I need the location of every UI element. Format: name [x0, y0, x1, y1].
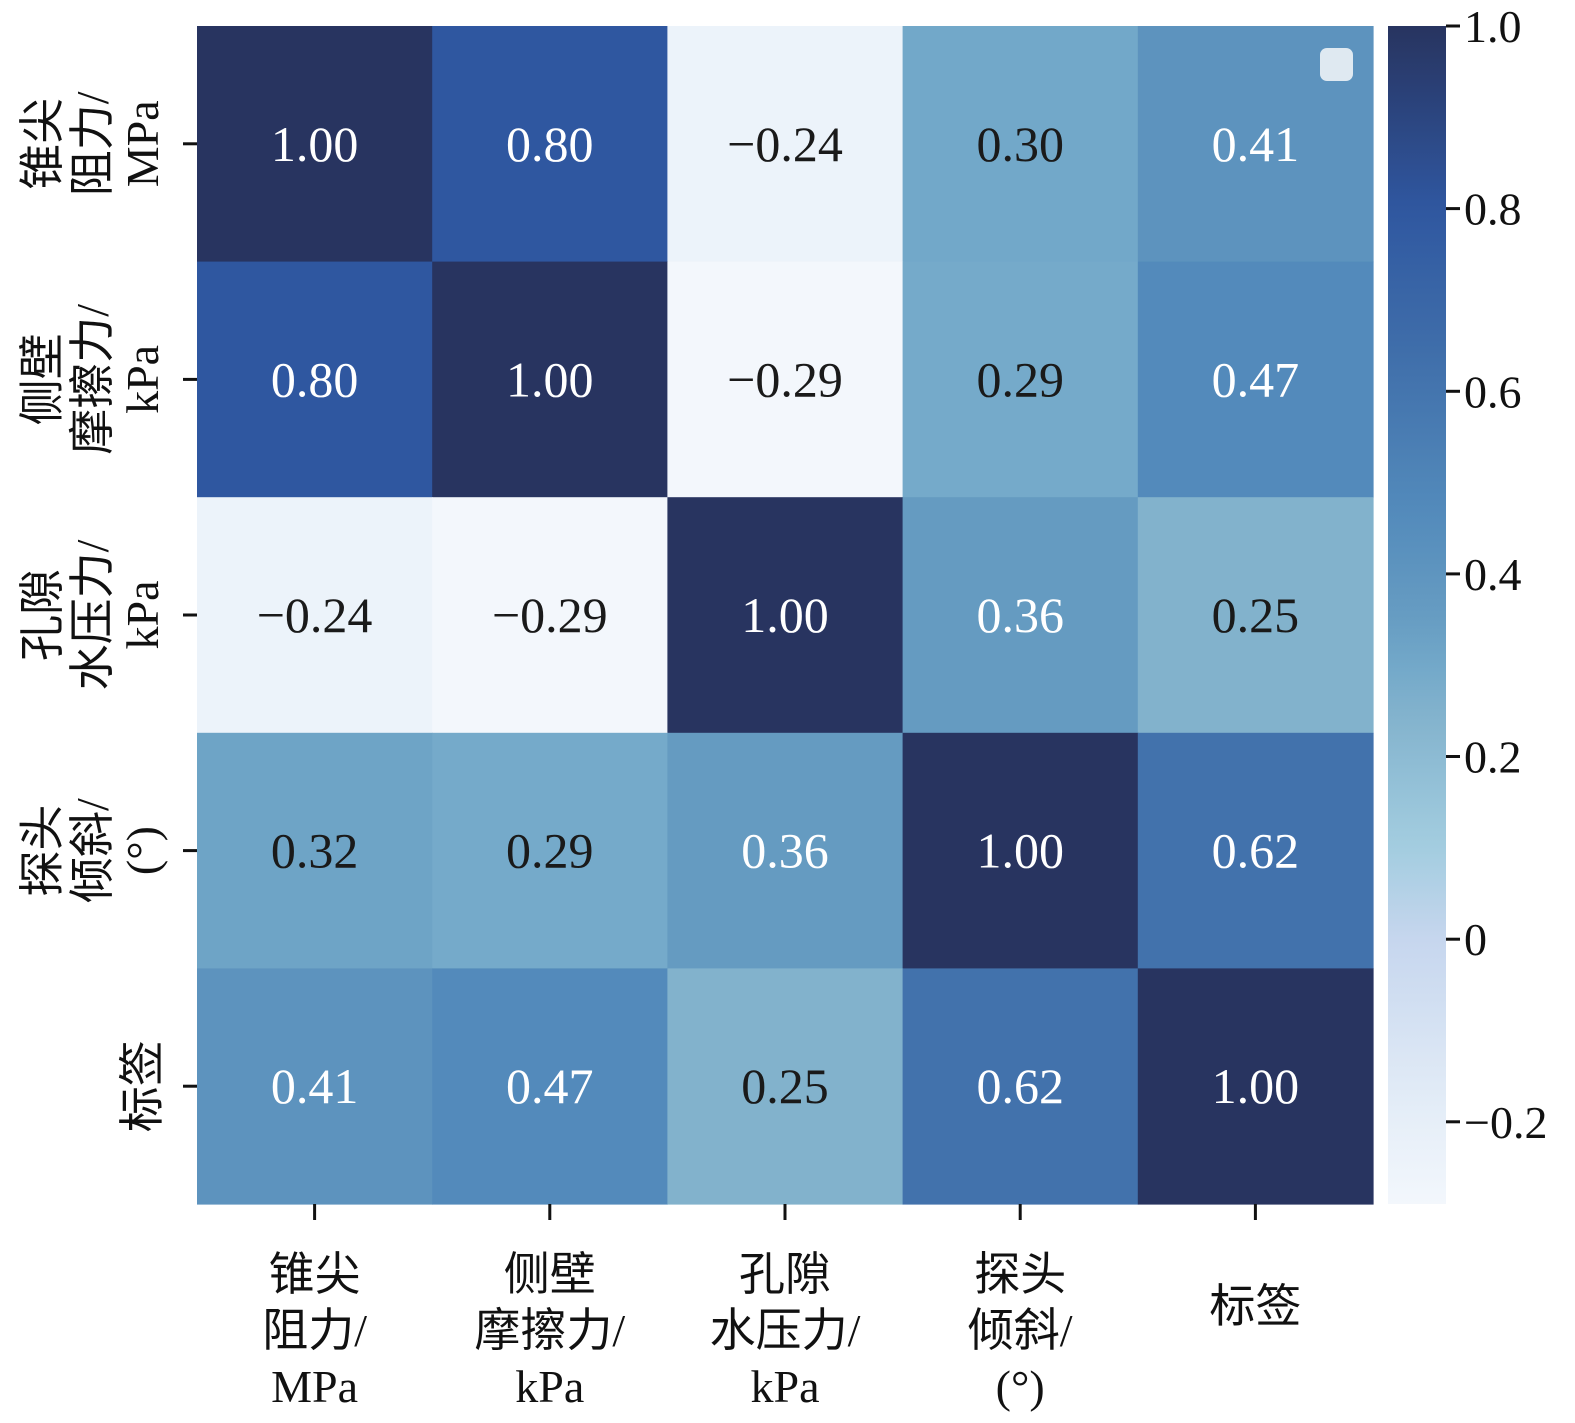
heatmap-cell-r2-c2 [667, 497, 904, 734]
heatmap-cell-r4-c3 [902, 968, 1139, 1205]
cell-value-label: 0.41 [271, 1058, 359, 1114]
heatmap-cells [197, 26, 1374, 1205]
heatmap-annotations: 1.00 0.80 −0.24 0.30 0.41 0.80 1.00 −0.29 0.29 0.… [257, 116, 1299, 1114]
heatmap-cell-r0-c2 [667, 26, 904, 263]
colorbar-tick-label: 0.8 [1464, 184, 1522, 235]
cell-value-label: 0.25 [1212, 587, 1300, 643]
x-tick-label: 摩擦力/ [474, 1305, 625, 1356]
x-tick-label: 倾斜/ [968, 1305, 1073, 1356]
colorbar-tick-label: 0.2 [1464, 732, 1522, 783]
y-tick-label-line: 探头 [17, 805, 68, 897]
heatmap-cell-r4-c0 [197, 968, 433, 1205]
cell-value-label: −0.24 [257, 587, 373, 643]
x-tick-label: 水压力/ [710, 1305, 861, 1356]
x-tick-label: 侧壁 [504, 1249, 596, 1300]
x-tick-label: 标签 [1209, 1281, 1301, 1332]
cell-value-label: 0.36 [741, 823, 829, 879]
heatmap-cell-r3-c4 [1137, 732, 1374, 969]
heatmap-cell-r2-c4 [1137, 497, 1374, 734]
y-tick-label: 锥尖 阻力/MPa [17, 91, 168, 196]
y-tick-label-line: 标签 [117, 1040, 168, 1132]
y-tick-label-line: 锥尖 [17, 98, 68, 190]
heatmap-cell-r1-c3 [902, 261, 1139, 498]
cell-value-label: 0.80 [271, 351, 359, 407]
heatmap-cell-r3-c1 [432, 732, 668, 969]
x-tick-label: 锥尖 [269, 1249, 361, 1300]
y-tick-label: 探头 倾斜/(°) [17, 798, 168, 903]
colorbar-tick-label: −0.2 [1464, 1097, 1547, 1148]
x-tick-label: MPa [271, 1361, 358, 1412]
cell-value-label: 1.00 [506, 351, 594, 407]
colorbar-tick-label: 1.0 [1464, 1, 1522, 52]
cell-value-label: 1.00 [271, 116, 359, 172]
colorbar [1388, 26, 1446, 1204]
colorbar-ticks: 1.0 0.8 0.6 0.4 0.2 0 −0.2 [1446, 1, 1547, 1148]
colorbar-gradient [1388, 26, 1446, 1204]
cell-value-label: 1.00 [976, 823, 1064, 879]
heatmap-cell-r4-c4 [1137, 968, 1374, 1205]
x-tick-label: kPa [515, 1361, 584, 1412]
cell-value-label: 0.80 [506, 116, 594, 172]
y-tick-label-line: 摩擦力/ [67, 304, 118, 455]
heatmap-cell-r4-c1 [432, 968, 668, 1205]
y-tick-label-line: kPa [117, 581, 168, 650]
x-tick-label: 探头 [974, 1249, 1066, 1300]
y-tick-label: 孔隙 水压力/kPa [17, 539, 168, 690]
heatmap-cell-r2-c3 [902, 497, 1139, 734]
cell-value-label: 0.62 [1212, 823, 1300, 879]
cell-value-label: 0.29 [506, 823, 594, 879]
cell-value-label: 0.62 [976, 1058, 1064, 1114]
x-tick-label: 阻力/ [262, 1305, 367, 1356]
y-tick-label-line: MPa [117, 100, 168, 187]
y-tick-label-line: 阻力/ [67, 91, 118, 196]
cell-value-label: 1.00 [741, 587, 829, 643]
cell-value-label: −0.29 [492, 587, 608, 643]
cell-value-label: 0.47 [506, 1058, 594, 1114]
heatmap-cell-r2-c1 [432, 497, 668, 734]
cell-value-label: 1.00 [1212, 1058, 1300, 1114]
x-tick-label: 孔隙 [739, 1249, 831, 1300]
y-tick-label-line: 侧壁 [17, 333, 68, 425]
heatmap-cell-r1-c2 [667, 261, 904, 498]
heatmap-cell-r2-c0 [197, 497, 433, 734]
empty-legend-box [1320, 48, 1353, 81]
cell-value-label: 0.41 [1212, 116, 1300, 172]
cell-value-label: 0.36 [976, 587, 1064, 643]
x-tick-label: (°) [996, 1361, 1045, 1412]
heatmap-cell-r0-c1 [432, 26, 668, 263]
cell-value-label: 0.47 [1212, 351, 1300, 407]
heatmap-cell-r0-c3 [902, 26, 1139, 263]
heatmap-cell-r1-c4 [1137, 261, 1374, 498]
cell-value-label: 0.25 [741, 1058, 829, 1114]
heatmap-cell-r4-c2 [667, 968, 904, 1205]
x-tick-label: kPa [751, 1361, 820, 1412]
colorbar-tick-label: 0 [1464, 914, 1487, 965]
heatmap-cell-r0-c0 [197, 26, 433, 263]
cell-value-label: 0.29 [976, 351, 1064, 407]
y-tick-label-line: 倾斜/ [67, 798, 118, 903]
heatmap-cell-r1-c1 [432, 261, 668, 498]
cell-value-label: 0.32 [271, 823, 359, 879]
colorbar-tick-label: 0.4 [1464, 549, 1522, 600]
cell-value-label: −0.24 [727, 116, 843, 172]
colorbar-tick-label: 0.6 [1464, 366, 1522, 417]
y-tick-label-line: kPa [117, 345, 168, 414]
y-tick-label: 侧壁 摩擦力/kPa [17, 304, 168, 455]
y-tick-label-line: (°) [117, 826, 168, 875]
y-tick-label-line: 孔隙 [17, 569, 68, 661]
heatmap-cell-r1-c0 [197, 261, 433, 498]
heatmap-cell-r3-c2 [667, 732, 904, 969]
y-tick-label-line: 水压力/ [67, 539, 118, 690]
y-tick-label: 标签 [117, 1040, 168, 1132]
heatmap-cell-r3-c0 [197, 732, 433, 969]
heatmap-cell-r3-c3 [902, 732, 1139, 969]
cell-value-label: −0.29 [727, 351, 843, 407]
cell-value-label: 0.30 [976, 116, 1064, 172]
